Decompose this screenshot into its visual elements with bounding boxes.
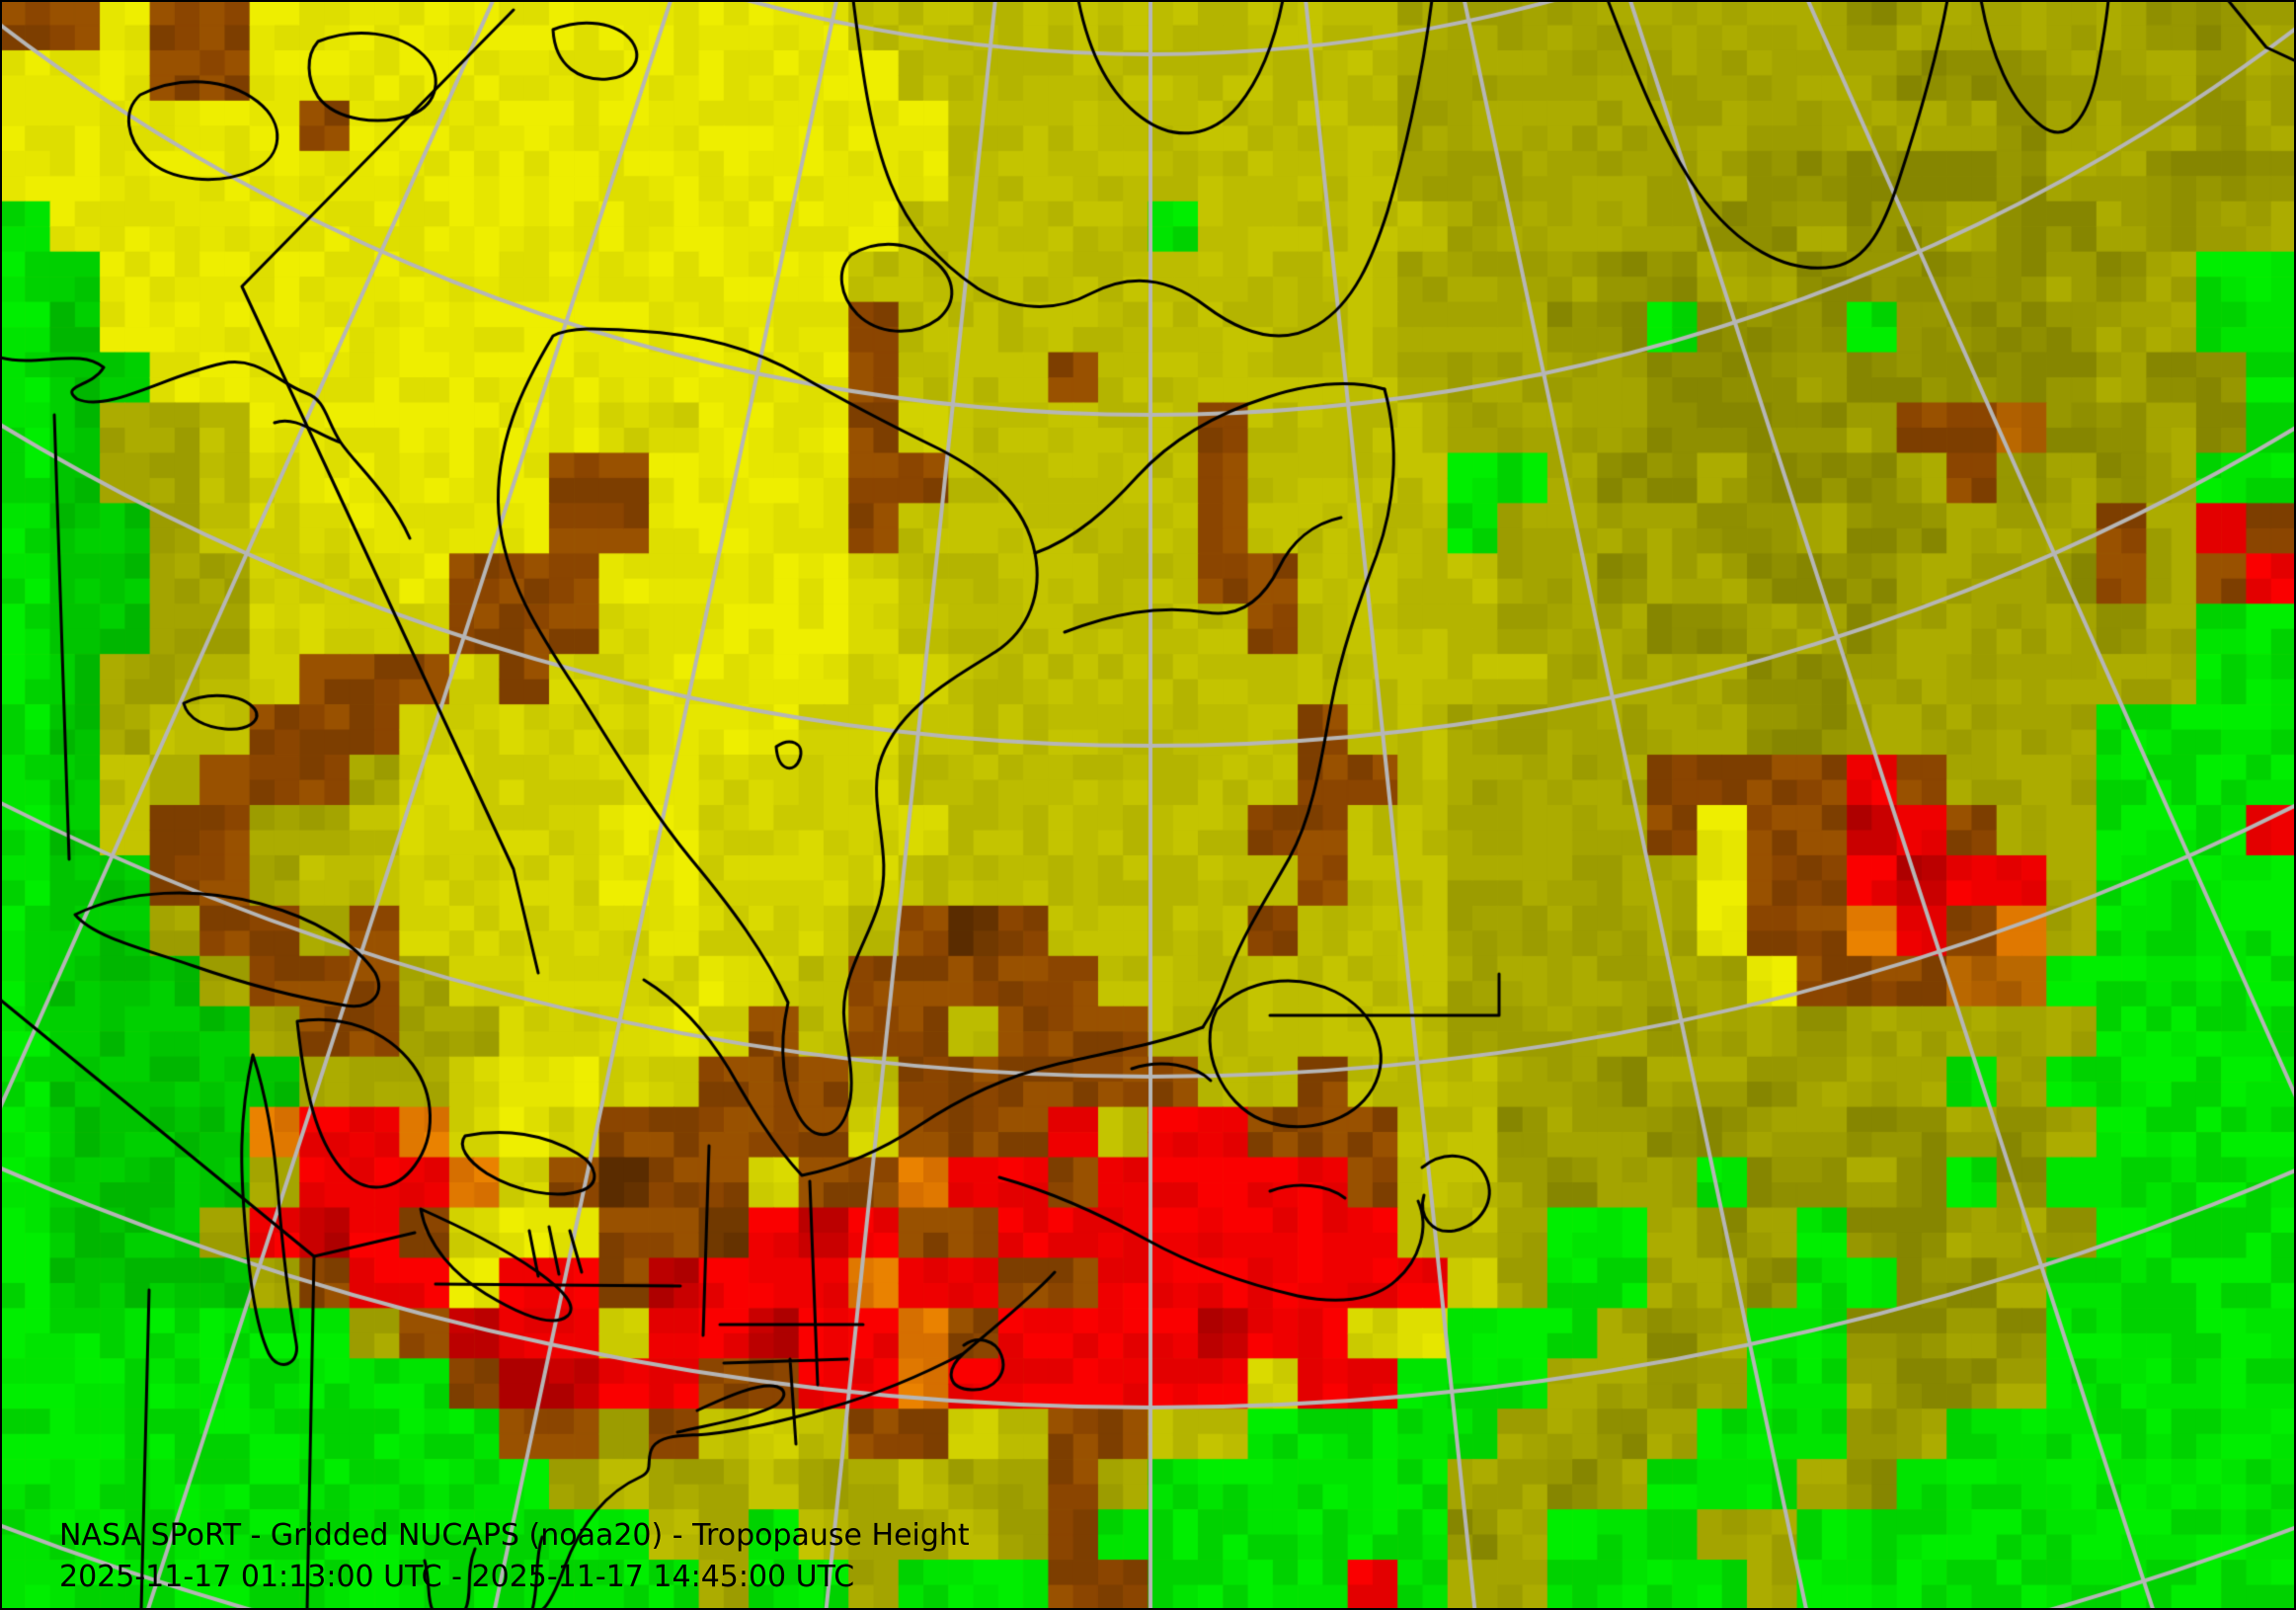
map-canvas: [0, 0, 2296, 1610]
tropopause-height-map: NASA SPoRT - Gridded NUCAPS (noaa20) - T…: [0, 0, 2296, 1610]
